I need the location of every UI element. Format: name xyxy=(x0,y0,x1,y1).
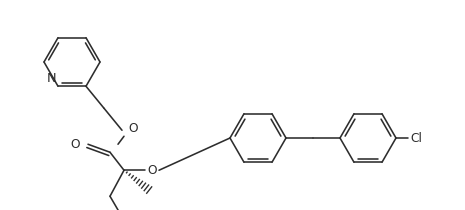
Text: N: N xyxy=(46,72,56,85)
Text: O: O xyxy=(147,164,157,177)
Text: O: O xyxy=(128,122,138,135)
Text: O: O xyxy=(70,138,80,151)
Text: Cl: Cl xyxy=(410,131,422,144)
